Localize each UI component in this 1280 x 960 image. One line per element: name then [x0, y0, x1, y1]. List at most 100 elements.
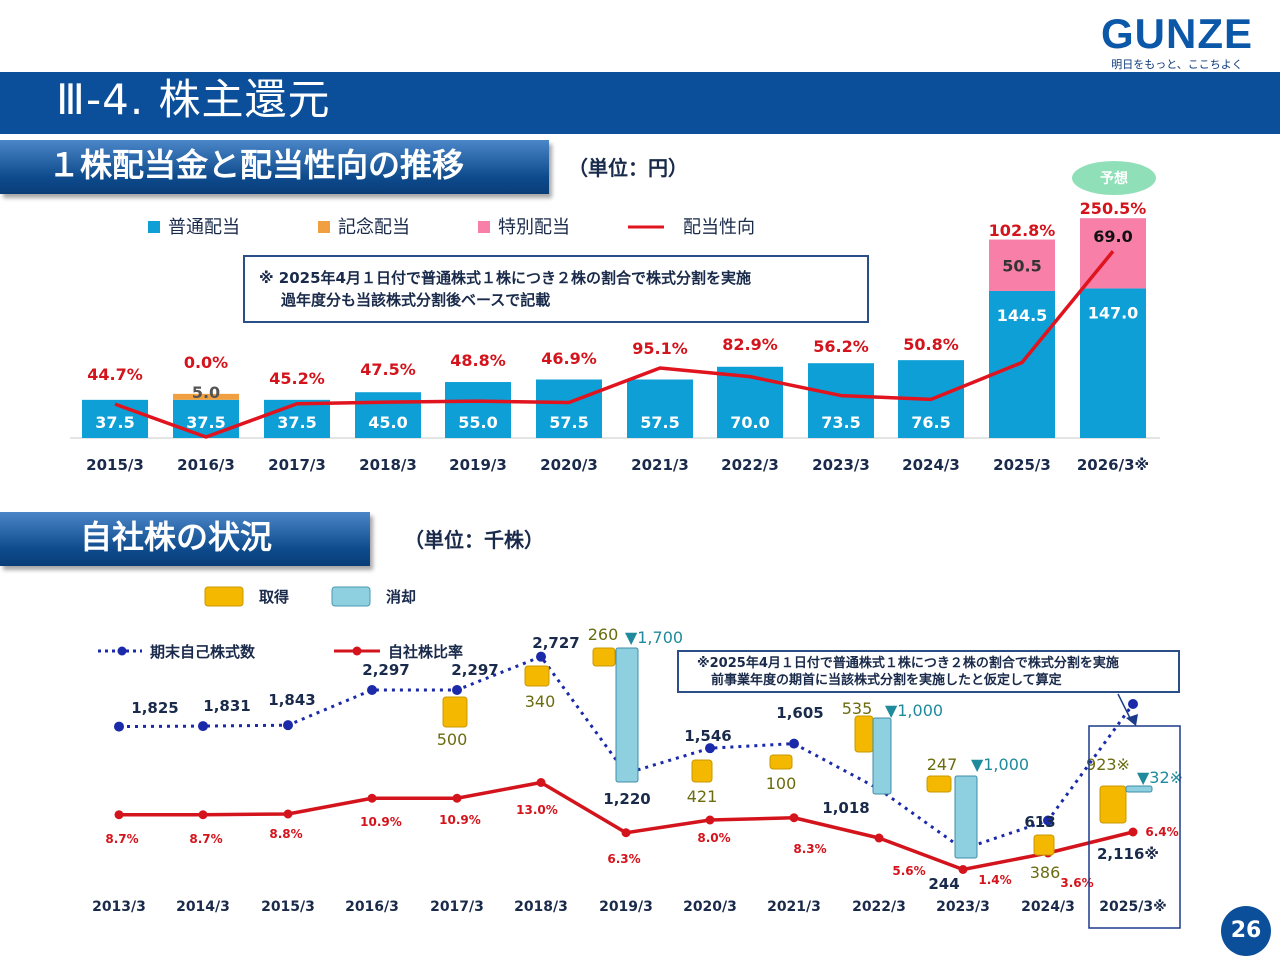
bar-label-ordinary: 55.0 — [458, 413, 497, 432]
note-line-1: ※ 2025年4月１日付で普通株式１株につき２株の割合で株式分割を実施 — [259, 269, 751, 287]
logo-tagline: 明日をもっと、ここちよく — [1111, 58, 1243, 71]
retired-box — [954, 775, 978, 859]
shares-label: 1,831 — [203, 697, 250, 715]
x-tick-label-2: 2018/3 — [514, 899, 568, 915]
bar-label-special: 50.5 — [1002, 256, 1041, 275]
payout-ratio-label: 46.9% — [541, 349, 597, 368]
retired-label: ▼1,000 — [885, 701, 943, 720]
bar-ordinary — [627, 379, 693, 438]
payout-ratio-label: 44.7% — [87, 365, 143, 384]
shares-label: 1,605 — [776, 704, 823, 722]
bar-ordinary — [82, 399, 148, 438]
ratio-marker — [367, 793, 377, 803]
unit-label-yen: （単位：円） — [568, 156, 688, 180]
shares-label: 1,220 — [603, 790, 650, 808]
forecast-arrowhead — [1126, 714, 1138, 726]
retired-label: ▼32※ — [1137, 768, 1183, 787]
x-tick-label-2: 2015/3 — [261, 899, 315, 915]
retired-box — [872, 717, 892, 795]
retired-label: ▼1,700 — [625, 628, 683, 647]
shares-label: 1,843 — [268, 691, 315, 709]
ratio-label: 8.3% — [793, 842, 826, 856]
note-line-2: 過年度分も当該株式分割後ベースで記載 — [281, 291, 551, 309]
acquired-label: 247 — [927, 755, 958, 774]
ratio-label: 13.0% — [516, 803, 558, 817]
shares-label: 2,297 — [451, 661, 498, 679]
shares-label: 1,546 — [684, 727, 731, 745]
shares-label: 244 — [928, 875, 959, 893]
ratio-marker — [705, 815, 715, 825]
bar-label-ordinary: 147.0 — [1088, 303, 1139, 322]
unit-label-thousand-shares: （単位：千株） — [404, 528, 544, 552]
ratio-label: 8.8% — [269, 827, 302, 841]
flow-legend-label: 消却 — [386, 588, 416, 606]
payout-ratio-label: 0.0% — [184, 353, 228, 372]
x-tick-label-2: 2023/3 — [936, 899, 990, 915]
shares-marker — [114, 721, 124, 732]
ratio-marker — [283, 809, 293, 819]
ratio-label: 10.9% — [360, 815, 402, 829]
bar-ordinary — [717, 366, 783, 438]
x-tick-label: 2024/3 — [902, 456, 960, 474]
x-tick-label-2: 2025/3※ — [1099, 899, 1166, 915]
acquired-label: 260 — [588, 625, 619, 644]
legend-swatch — [478, 221, 490, 233]
payout-ratio-label: 95.1% — [632, 339, 688, 358]
page-number: 26 — [1221, 906, 1271, 956]
acquired-label: 535 — [842, 699, 873, 718]
legend-swatch — [318, 221, 330, 233]
ratio-marker — [958, 865, 968, 874]
legend-ratio-marker — [352, 646, 362, 656]
bar-ordinary — [355, 392, 421, 438]
payout-ratio-label: 250.5% — [1080, 199, 1147, 218]
acquired-label: 500 — [437, 730, 468, 749]
ratio-label: 6.3% — [607, 852, 640, 866]
logo-wordmark: GUNZE — [1101, 10, 1253, 57]
acquired-label: 340 — [525, 692, 556, 711]
shares-marker — [1128, 699, 1138, 710]
ratio-marker — [536, 778, 546, 787]
bar-label-ordinary: 73.5 — [821, 413, 860, 432]
payout-ratio-line — [114, 250, 1115, 439]
title-bar: Ⅲ-4. 株主還元 — [0, 72, 1280, 134]
acquired-label: 421 — [687, 787, 718, 806]
acquired-box — [442, 696, 468, 728]
bar-label-ordinary: 70.0 — [730, 413, 769, 432]
shares-label: 2,116※ — [1097, 845, 1159, 863]
payout-ratio-label: 48.8% — [450, 351, 506, 370]
x-tick-label: 2022/3 — [721, 456, 779, 474]
x-tick-label: 2016/3 — [177, 456, 235, 474]
bar-ordinary — [173, 399, 239, 438]
bar-label-ordinary: 37.5 — [186, 413, 225, 432]
ratio-label: 5.6% — [892, 864, 925, 878]
x-tick-label-2: 2024/3 — [1021, 899, 1075, 915]
x-tick-label: 2015/3 — [86, 456, 144, 474]
flow-legend-swatch — [331, 586, 371, 607]
flow-legend-swatch — [204, 586, 244, 607]
bar-ordinary — [445, 382, 511, 438]
shares-marker — [198, 721, 208, 732]
acquired-box — [592, 647, 616, 667]
acquired-box — [524, 665, 550, 687]
ratio-label: 1.4% — [978, 873, 1011, 887]
forecast-frame — [1088, 725, 1181, 929]
ratio-label: 8.7% — [105, 832, 138, 846]
section-heading-treasury-stock: 自社株の状況 — [0, 512, 370, 566]
gunze-logo: GUNZE 明日をもっと、ここちよく — [1092, 10, 1272, 72]
payout-ratio-label: 47.5% — [360, 360, 416, 379]
acquired-box — [691, 759, 713, 783]
section-heading-dividend: １株配当金と配当性向の推移 — [0, 140, 549, 194]
note2-line-1: ※2025年4月１日付で普通株式１株につき２株の割合で株式分割を実施 — [697, 656, 1119, 671]
shares-label: 2,727 — [532, 634, 579, 652]
page-title: Ⅲ-4. 株主還元 — [56, 75, 331, 124]
forecast-badge-label: 予想 — [1100, 170, 1128, 187]
payout-ratio-label: 102.8% — [989, 221, 1056, 240]
retired-box — [1125, 785, 1153, 793]
bar-label-ordinary: 45.0 — [368, 413, 407, 432]
bar-label-ordinary: 76.5 — [911, 413, 950, 432]
payout-ratio-label: 82.9% — [722, 335, 778, 354]
ratio-label: 3.6% — [1060, 876, 1093, 890]
shares-marker — [789, 738, 799, 749]
bar-label-special: 69.0 — [1093, 227, 1132, 246]
x-tick-label-2: 2020/3 — [683, 899, 737, 915]
